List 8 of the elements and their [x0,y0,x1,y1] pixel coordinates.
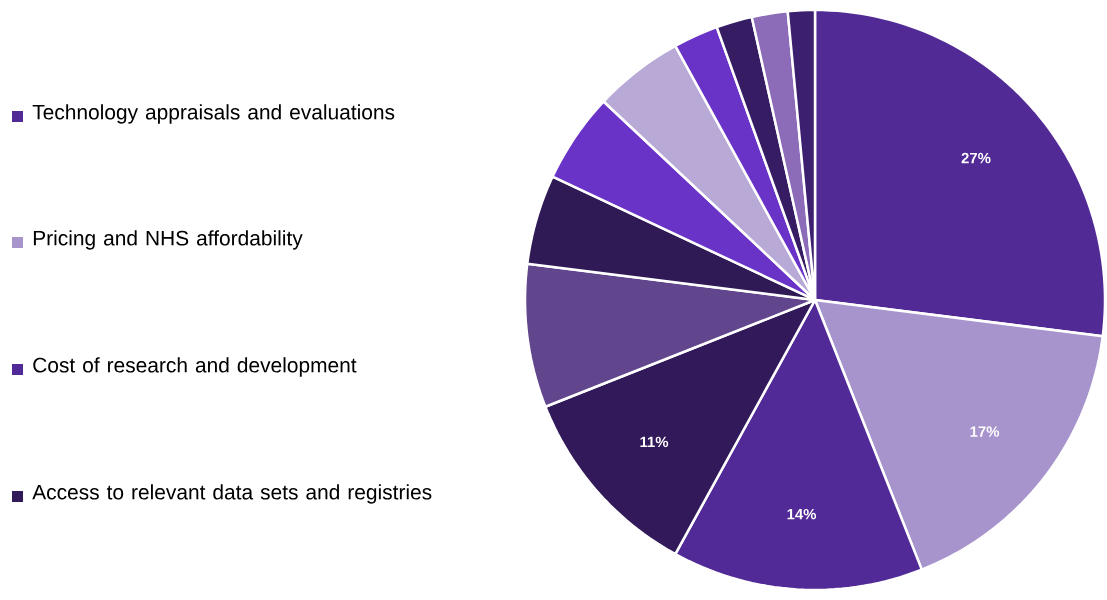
legend-label: Cost of research and development [33,357,357,377]
data-label: 11% [640,436,669,448]
legend-label: Technology appraisals and evaluations [32,104,395,124]
legend-label: Access to relevant data sets and registries [32,484,432,504]
data-label: 14% [787,508,817,520]
legend-label: Pricing and NHS affordability [33,230,303,250]
data-label: 27% [961,152,991,164]
data-label: 17% [970,426,1000,437]
